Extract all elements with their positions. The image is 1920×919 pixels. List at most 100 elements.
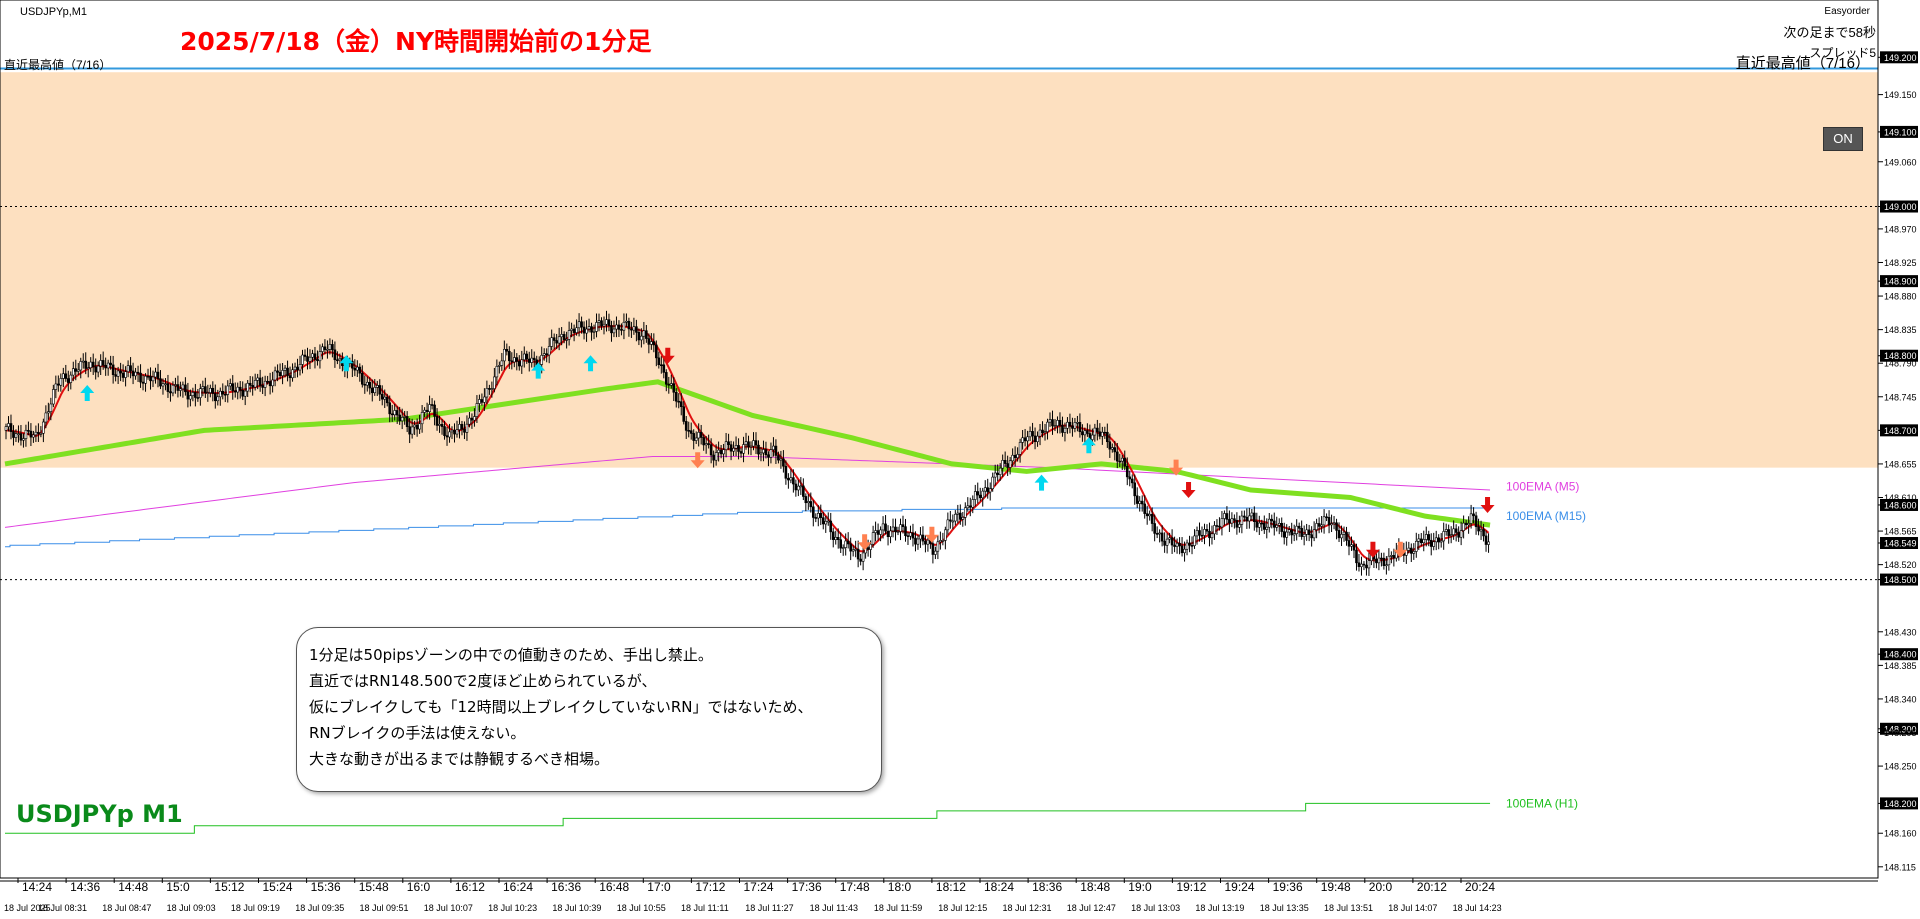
candle-body: [1312, 529, 1316, 539]
candle-body: [136, 371, 140, 374]
x-tick-label: 20:0: [1369, 880, 1393, 894]
candle-body: [485, 388, 489, 398]
x-date-label: 18 Jul 2025: [4, 903, 51, 913]
candle-body: [869, 543, 872, 550]
candle-body: [179, 388, 182, 391]
candle-body: [1382, 557, 1386, 566]
x-tick-label: 18:36: [1032, 880, 1062, 894]
candle-body: [854, 548, 857, 551]
candle-body: [881, 523, 885, 531]
candle-body: [478, 399, 481, 404]
candle-body: [944, 529, 947, 541]
note-line: 1分足は50pipsゾーンの中での値動きのため、手出し禁止。: [309, 646, 713, 664]
candle-body: [527, 358, 531, 363]
candle-body: [956, 512, 960, 515]
candle-body: [1153, 523, 1156, 534]
candle-body: [181, 384, 185, 390]
price-tag-bg: [1880, 275, 1918, 288]
candle-body: [44, 412, 48, 423]
candle-body: [856, 548, 860, 560]
candle-body: [645, 330, 648, 339]
candle-body: [458, 424, 461, 430]
candle-body: [595, 322, 598, 332]
x-tick-label: 15:48: [359, 880, 389, 894]
candle-body: [996, 472, 999, 475]
candle-body: [1262, 522, 1266, 530]
candle-body: [271, 379, 274, 387]
candle-body: [1096, 427, 1099, 433]
candle-body: [797, 485, 800, 491]
candle-body: [988, 488, 992, 493]
x-date-label: 18 Jul 12:31: [1003, 903, 1052, 913]
y-tick-label: 148.925: [1884, 258, 1917, 268]
candle-body: [1061, 425, 1064, 433]
candle-body: [779, 458, 783, 461]
candle-body: [759, 452, 763, 455]
candle-body: [356, 366, 359, 371]
candle-body: [149, 375, 152, 382]
candle-body: [39, 432, 43, 435]
candle-body: [936, 541, 940, 552]
candle-body: [12, 431, 15, 438]
candle-body: [1230, 518, 1234, 524]
on-toggle-button[interactable]: ON: [1823, 127, 1863, 151]
candle-body: [1123, 457, 1127, 467]
candle-body: [450, 429, 454, 433]
candle-body: [1270, 518, 1274, 522]
candle-body: [742, 444, 745, 454]
candle-body: [296, 366, 299, 371]
candle-body: [679, 401, 683, 407]
candle-body: [1320, 524, 1323, 527]
candle-body: [1168, 537, 1171, 540]
easyorder-label[interactable]: Easyorder: [1824, 6, 1870, 17]
candle-body: [1300, 528, 1303, 537]
candle-body: [465, 423, 469, 433]
candle-body: [637, 332, 641, 341]
candle-body: [772, 445, 775, 450]
candle-body: [1447, 529, 1450, 536]
x-tick-label: 18:0: [888, 880, 912, 894]
candle-body: [545, 353, 548, 356]
down-arrow-icon: [1365, 541, 1380, 558]
candle-body: [909, 532, 912, 537]
candle-body: [166, 383, 170, 392]
candle-body: [749, 445, 753, 448]
candle-body: [747, 441, 750, 448]
candle-body: [326, 348, 329, 351]
candle-body: [54, 383, 58, 390]
candle-body: [582, 326, 586, 334]
candle-body: [667, 383, 671, 386]
note-line: RNブレイクの手法は使えない。: [309, 724, 526, 742]
y-tick-label: 149.060: [1884, 157, 1917, 167]
candle-body: [1332, 522, 1336, 525]
candle-body: [973, 491, 977, 500]
candle-body: [1350, 544, 1353, 547]
candle-body: [1203, 529, 1206, 536]
candle-body: [1287, 529, 1291, 533]
candle-body: [949, 519, 952, 522]
candle-body: [652, 341, 656, 346]
candle-body: [1003, 460, 1007, 464]
candle-body: [99, 360, 102, 367]
candle-body: [814, 517, 818, 519]
candle-body: [1008, 460, 1012, 468]
candle-body: [1208, 530, 1211, 539]
candle-body: [1467, 523, 1470, 526]
candle-body: [141, 381, 145, 384]
price-tag-bg: [1880, 498, 1918, 511]
candle-body: [1205, 529, 1209, 532]
y-tick-label: 148.600: [1884, 500, 1917, 510]
candle-body: [734, 445, 738, 449]
candle-body: [1275, 524, 1279, 528]
candle-body: [1412, 551, 1416, 554]
candle-body: [488, 388, 491, 390]
candle-body: [1315, 523, 1318, 530]
x-tick-label: 19:36: [1273, 880, 1303, 894]
symbol-timeframe-label: USDJPYp,M1: [20, 6, 88, 18]
candle-body: [876, 530, 880, 535]
x-tick-label: 17:12: [695, 880, 725, 894]
candle-body: [580, 321, 583, 328]
candle-body: [981, 490, 985, 499]
candle-body: [1260, 522, 1264, 525]
